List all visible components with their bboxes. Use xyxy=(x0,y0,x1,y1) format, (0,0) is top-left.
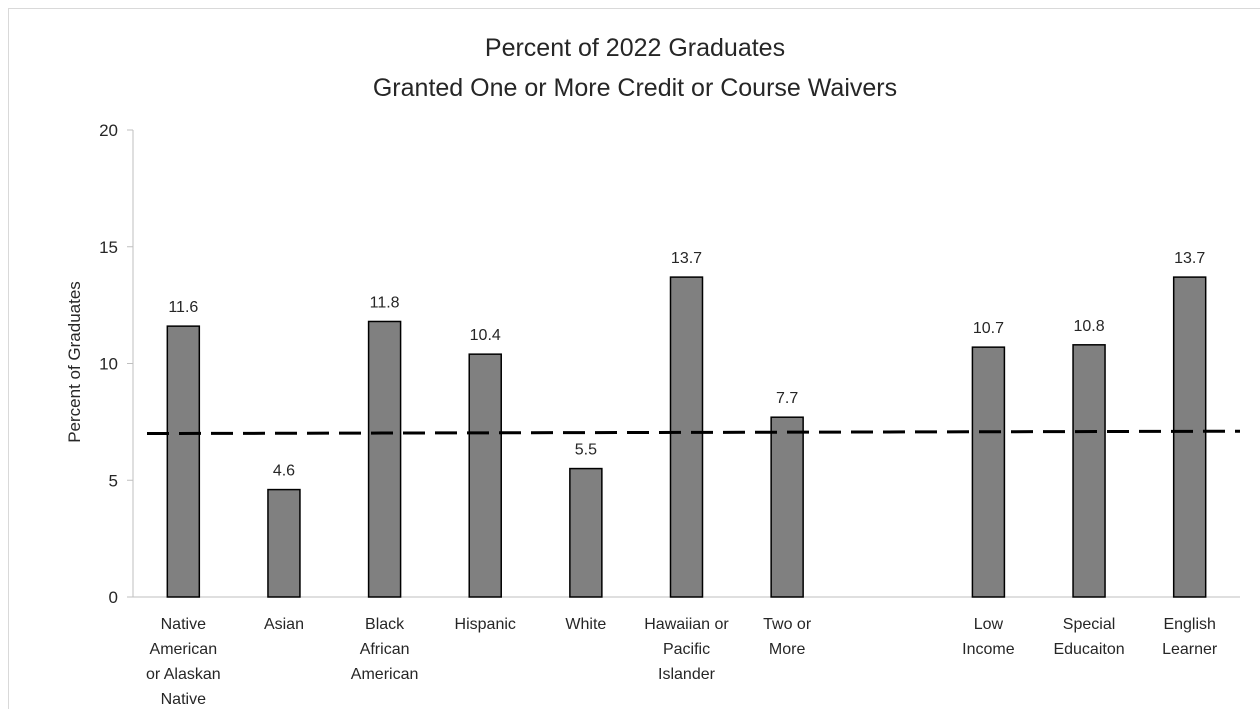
bar xyxy=(1072,344,1106,598)
category-label: Native xyxy=(161,691,206,708)
bar xyxy=(669,276,704,598)
bar xyxy=(770,416,804,598)
bar xyxy=(569,467,603,598)
data-label: 5.5 xyxy=(575,442,597,459)
category-label: Educaiton xyxy=(1053,641,1124,658)
data-labels: 11.6 4.6 11.8 10.4 5.5 13.7 7.7 10.7 10.8 13.7 xyxy=(168,250,1205,479)
data-label: 11.6 xyxy=(168,299,198,316)
category-label: African xyxy=(360,641,410,658)
bar xyxy=(267,488,301,598)
category-label: Hispanic xyxy=(455,616,516,633)
data-label: 10.4 xyxy=(470,327,501,344)
data-label: 10.8 xyxy=(1073,318,1104,335)
category-label: Learner xyxy=(1162,641,1218,658)
category-label: Black xyxy=(365,616,405,633)
category-label: More xyxy=(769,641,806,658)
y-tick-label: 10 xyxy=(99,355,118,374)
category-label: Asian xyxy=(264,616,304,633)
bar xyxy=(468,353,502,598)
chart-title-line: Granted One or More Credit or Course Wai… xyxy=(373,74,897,102)
reference-line xyxy=(146,429,1241,436)
category-label: American xyxy=(351,666,419,683)
category-label: or Alaskan xyxy=(146,666,221,683)
category-label: Income xyxy=(962,641,1015,658)
y-tick-label: 15 xyxy=(99,238,118,257)
y-axis-label: Percent of Graduates xyxy=(65,281,84,443)
category-label: Native xyxy=(161,616,206,633)
bar xyxy=(367,320,402,598)
data-label: 13.7 xyxy=(671,250,702,267)
category-label: Low xyxy=(974,616,1004,633)
bars xyxy=(166,276,1207,598)
category-label: Two or xyxy=(763,616,812,633)
average-dashed-line xyxy=(146,429,1241,436)
category-label: Special xyxy=(1063,616,1115,633)
y-tick-label: 0 xyxy=(109,588,118,607)
chart-frame xyxy=(8,8,1260,709)
data-label: 11.8 xyxy=(370,294,400,311)
category-label: Pacific xyxy=(663,641,710,658)
chart-title: Percent of 2022 Graduates Granted One or … xyxy=(373,34,897,102)
chart-title-line: Percent of 2022 Graduates xyxy=(485,34,785,62)
category-label: Hawaiian or xyxy=(644,616,729,633)
data-label: 13.7 xyxy=(1174,250,1205,267)
data-label: 4.6 xyxy=(273,463,295,480)
category-label: Islander xyxy=(658,666,716,683)
bar xyxy=(971,346,1006,598)
data-label: 10.7 xyxy=(973,320,1004,337)
category-label: American xyxy=(150,641,218,658)
y-tick-labels: 0 5 10 15 20 xyxy=(99,121,133,607)
category-labels: Native American or Alaskan Native Asian Black… xyxy=(146,616,1218,708)
category-label: White xyxy=(565,616,606,633)
y-tick-label: 5 xyxy=(109,471,118,490)
bar xyxy=(166,325,201,598)
y-tick-label: 20 xyxy=(99,121,118,140)
bar xyxy=(1172,276,1207,598)
category-label: English xyxy=(1163,616,1215,633)
data-label: 7.7 xyxy=(776,390,798,407)
